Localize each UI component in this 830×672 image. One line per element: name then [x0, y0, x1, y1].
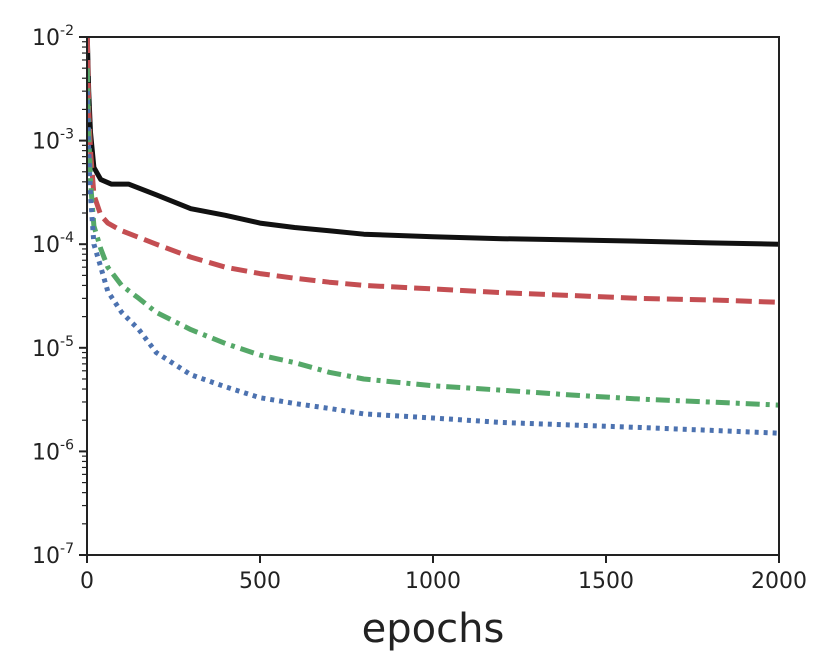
y-tick-exponent: -2 [60, 23, 74, 39]
x-tick-label: 0 [80, 569, 94, 594]
x-axis-title: epochs [362, 606, 505, 652]
y-tick-exponent: -4 [60, 230, 74, 246]
x-tick-label: 500 [239, 569, 281, 594]
y-tick-label: 10-5 [32, 334, 74, 362]
series-dotted-line [87, 91, 779, 436]
y-tick-base: 10 [32, 544, 60, 569]
y-tick-label: 10-6 [32, 437, 74, 465]
x-tick-label: 1500 [578, 569, 634, 594]
series-dashdot-line [87, 68, 779, 408]
plot-frame [86, 36, 780, 556]
y-tick-base: 10 [32, 337, 60, 362]
y-tick-exponent: -6 [60, 437, 74, 453]
series-solid-line [87, 37, 779, 247]
y-tick-exponent: -7 [60, 541, 74, 557]
y-tick-base: 10 [32, 440, 60, 465]
y-tick-base: 10 [32, 26, 60, 51]
y-tick-base: 10 [32, 130, 60, 155]
labels-layer: 10-710-610-510-410-310-20 500 1000 1500 2000 [32, 23, 807, 594]
y-tick-label: 10-2 [32, 23, 74, 51]
y-tick-base: 10 [32, 233, 60, 258]
y-tick-label: 10-3 [32, 127, 74, 155]
y-tick-label: 10-4 [32, 230, 74, 258]
y-tick-exponent: -5 [60, 334, 74, 350]
series-dashed-line [87, 37, 779, 305]
y-tick-label: 10-7 [32, 541, 74, 569]
series-layer [87, 37, 779, 436]
x-tick-label: 2000 [751, 569, 807, 594]
y-tick-exponent: -3 [60, 127, 74, 143]
x-tick-label: 1000 [405, 569, 461, 594]
